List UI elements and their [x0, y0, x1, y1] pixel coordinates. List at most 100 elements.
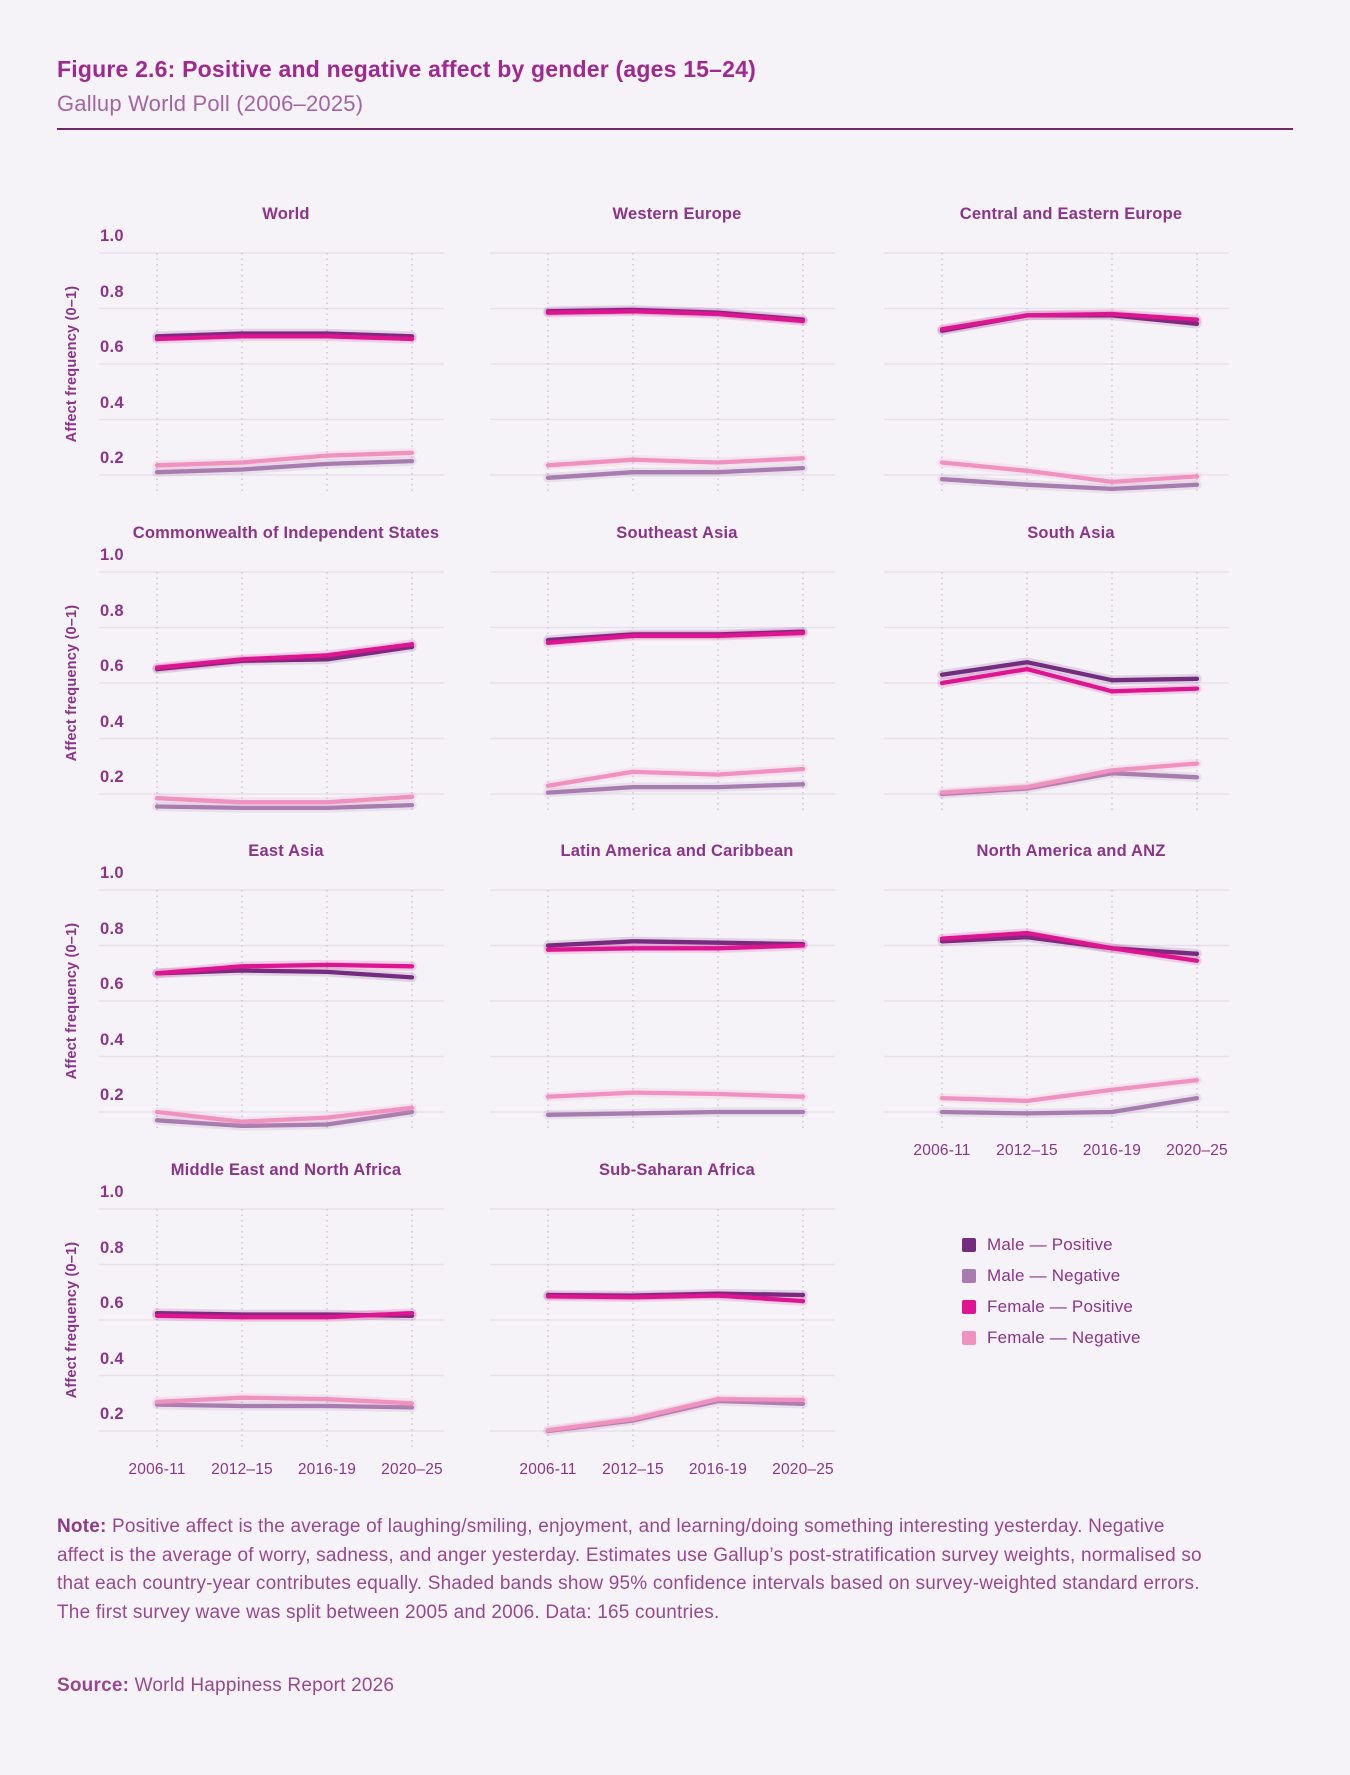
legend-item-male-negative: Male — Negative	[962, 1265, 1141, 1287]
panel-title: North America and ANZ	[976, 842, 1166, 860]
series-male-negative	[545, 1109, 806, 1117]
panel-title: Latin America and Caribbean	[560, 842, 794, 860]
y-tick-label: 1.0	[100, 227, 124, 245]
legend-item-female-positive: Female — Positive	[962, 1296, 1141, 1318]
x-tick-label: 2012–15	[602, 1461, 664, 1478]
panel-north-america-and-anz: North America and ANZ 2006-11 2012–15 2016-…	[884, 842, 1229, 1159]
y-tick-label: 0.2	[100, 1086, 124, 1104]
panel-plot	[490, 1208, 835, 1451]
panel-world: World	[99, 205, 444, 510]
series-male-negative	[154, 1109, 415, 1129]
series-female-negative	[939, 460, 1200, 485]
x-axis-labels: 2006-11 2012–15 2016-19 2020–25	[490, 1461, 835, 1481]
legend-swatch-icon	[962, 1331, 976, 1345]
panel-title: Commonwealth of Independent States	[132, 524, 440, 542]
panel-sub-saharan-africa: Sub-Saharan Africa 2006-11 2012–15 2016-19 2…	[490, 1161, 835, 1478]
panel-plot	[99, 1208, 444, 1451]
legend-item-male-positive: Male — Positive	[962, 1234, 1141, 1256]
series-female-negative	[939, 761, 1200, 795]
panel-plot	[490, 252, 835, 495]
panel-title: Southeast Asia	[616, 524, 738, 542]
series-female-negative	[545, 1090, 806, 1099]
x-axis-labels: 2006-11 2012–15 2016-19 2020–25	[884, 1142, 1229, 1162]
x-tick-label: 2016-19	[297, 1461, 357, 1478]
legend-label: Male — Negative	[987, 1266, 1121, 1285]
panel-plot	[490, 889, 835, 1132]
figure-title: Figure 2.6: Positive and negative affect…	[57, 56, 757, 82]
y-tick-label: 1.0	[100, 1183, 124, 1201]
x-tick-label: 2016-19	[688, 1461, 748, 1478]
panel-plot	[99, 252, 444, 495]
x-tick-label: 2020–25	[1166, 1142, 1228, 1159]
panel-east-asia: East Asia	[99, 842, 444, 1147]
series-female-negative	[154, 450, 415, 468]
series-female-positive	[154, 642, 415, 670]
legend: Male — Positive Male — Negative Female — P…	[962, 1234, 1141, 1358]
panel-middle-east-and-north-africa: Middle East and North Africa 2006-11 2012–…	[99, 1161, 444, 1478]
y-tick-label: 0.2	[100, 449, 124, 467]
series-male-negative	[545, 465, 806, 480]
legend-label: Female — Negative	[987, 1328, 1141, 1347]
figure-subtitle: Gallup World Poll (2006–2025)	[57, 91, 364, 116]
y-tick-label: 0.6	[100, 975, 124, 993]
x-axis-labels: 2006-11 2012–15 2016-19 2020–25	[99, 1461, 444, 1481]
y-tick-label: 0.4	[100, 1349, 124, 1368]
y-axis-title: Affect frequency (0–1)	[64, 1241, 80, 1399]
note-text: Positive affect is the average of laughi…	[57, 1516, 1202, 1623]
series-male-negative	[154, 802, 415, 811]
series-male-negative	[154, 1402, 415, 1410]
series-female-negative	[154, 1395, 415, 1406]
series-female-positive	[154, 1310, 415, 1320]
series-male-positive	[939, 660, 1200, 683]
x-tick-label: 2006-11	[913, 1142, 971, 1159]
panel-plot	[884, 252, 1229, 495]
series-female-positive	[545, 309, 806, 324]
x-tick-label: 2012–15	[996, 1142, 1058, 1159]
series-male-negative	[939, 477, 1200, 492]
source-label: Source:	[57, 1675, 130, 1696]
panel-title: South Asia	[1027, 524, 1115, 542]
source-text: World Happiness Report 2026	[129, 1675, 395, 1696]
series-female-negative	[545, 1396, 806, 1433]
x-tick-label: 2006-11	[128, 1461, 186, 1478]
series-female-positive	[939, 666, 1200, 694]
y-axis-title: Affect frequency (0–1)	[64, 922, 80, 1080]
y-axis-title: Affect frequency (0–1)	[64, 604, 80, 762]
series-female-negative	[545, 766, 806, 788]
panel-commonwealth-of-independent-states: Commonwealth of Independent States	[99, 524, 444, 829]
series-male-negative	[154, 458, 415, 475]
series-female-positive	[545, 630, 806, 645]
y-tick-label: 1.0	[100, 546, 124, 564]
figure-note: Note: Positive affect is the average of …	[57, 1513, 1217, 1627]
series-female-negative	[154, 1105, 415, 1124]
series-male-negative	[939, 1095, 1200, 1116]
series-male-negative	[545, 782, 806, 795]
y-tick-label: 0.6	[100, 1294, 124, 1312]
y-tick-label: 0.8	[100, 282, 124, 301]
y-tick-label: 0.2	[100, 1405, 124, 1423]
series-female-positive	[154, 962, 415, 976]
figure-source: Source: World Happiness Report 2026	[57, 1675, 1217, 1697]
panel-plot	[490, 571, 835, 814]
panel-western-europe: Western Europe	[490, 205, 835, 510]
x-tick-label: 2012–15	[211, 1461, 273, 1478]
panel-plot	[884, 889, 1229, 1132]
series-female-negative	[154, 794, 415, 805]
y-tick-label: 0.8	[100, 919, 124, 938]
legend-label: Female — Positive	[987, 1297, 1134, 1316]
title-divider	[57, 128, 1293, 130]
y-tick-label: 0.4	[100, 1030, 124, 1049]
panel-latin-america-and-caribbean: Latin America and Caribbean	[490, 842, 835, 1147]
y-tick-label: 0.8	[100, 601, 124, 620]
series-male-positive	[545, 939, 806, 948]
panel-title: Sub-Saharan Africa	[598, 1161, 756, 1179]
panel-title: Middle East and North Africa	[170, 1161, 402, 1179]
series-male-positive	[154, 331, 415, 339]
legend-swatch-icon	[962, 1300, 976, 1314]
y-axis-title: Affect frequency (0–1)	[64, 285, 80, 443]
y-tick-label: 0.4	[100, 712, 124, 731]
x-tick-label: 2006-11	[519, 1461, 577, 1478]
x-tick-label: 2016-19	[1082, 1142, 1142, 1159]
panel-plot	[99, 571, 444, 814]
series-female-positive	[939, 930, 1200, 963]
